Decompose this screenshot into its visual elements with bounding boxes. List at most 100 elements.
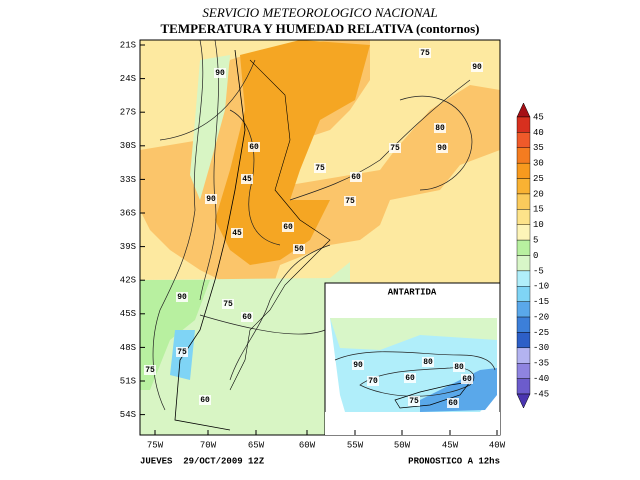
lat-label: 48S xyxy=(120,343,136,353)
contour-label: 75 xyxy=(390,144,400,153)
contour-label: 75 xyxy=(409,397,419,406)
colorbar-label: 0 xyxy=(533,251,538,261)
contour-label-bg xyxy=(389,143,401,153)
colorbar-label: 45 xyxy=(533,112,544,122)
contour-label-bg xyxy=(214,68,226,78)
contour-label-bg xyxy=(422,357,434,367)
contour-label-bg xyxy=(344,196,356,206)
lon-label: 40W xyxy=(489,440,506,450)
colorbar-arrow xyxy=(516,393,531,409)
colorbar-label: -25 xyxy=(533,328,549,338)
contour-label-bg xyxy=(314,163,326,173)
contour-label-bg xyxy=(434,123,446,133)
contour-label-bg xyxy=(144,365,156,375)
contour-label-bg xyxy=(436,143,448,153)
colorbar-cell xyxy=(516,286,531,302)
contour-label-bg xyxy=(367,376,379,386)
lon-label: 65W xyxy=(248,440,265,450)
contour-label-bg xyxy=(241,174,253,184)
contour-label-bg xyxy=(241,312,253,322)
colorbar-label: -10 xyxy=(533,282,549,292)
lat-label: 30S xyxy=(120,141,136,151)
contour-label-bg xyxy=(404,373,416,383)
contour-label: 70 xyxy=(368,377,378,386)
subtitle: TEMPERATURA Y HUMEDAD RELATIVA (contorno… xyxy=(161,21,480,36)
contour-label-bg xyxy=(352,360,364,370)
lon-label: 55W xyxy=(347,440,364,450)
contour-label-bg xyxy=(199,395,211,405)
contour-label: 50 xyxy=(294,245,304,254)
colorbar-cell xyxy=(516,270,531,287)
colorbar-cell xyxy=(516,378,531,395)
colorbar-cell xyxy=(516,347,531,364)
contour-label-bg xyxy=(231,228,243,238)
contour-label: 60 xyxy=(242,313,252,322)
colorbar-cell xyxy=(516,178,531,195)
contour-label: 60 xyxy=(448,399,458,408)
colorbar-cell xyxy=(516,363,531,379)
contour-label: 60 xyxy=(249,143,259,152)
contour-label-bg xyxy=(408,396,420,406)
contour-label: 75 xyxy=(315,164,325,173)
colorbar-arrow xyxy=(516,102,531,118)
colorbar-cell xyxy=(516,162,531,179)
colorbar-cell xyxy=(516,255,531,272)
colorbar-cell xyxy=(516,301,531,318)
lat-label: 33S xyxy=(120,175,136,185)
contour-label: 80 xyxy=(454,363,464,372)
lat-label: 39S xyxy=(120,242,136,252)
title: SERVICIO METEOROLOGICO NACIONAL xyxy=(202,5,437,20)
contour-label-bg xyxy=(461,374,473,384)
contour-label: 75 xyxy=(145,366,155,375)
contour-label: 75 xyxy=(345,197,355,206)
contour-label-bg xyxy=(447,398,459,408)
footer-date: JUEVES 29/OCT/2009 12Z xyxy=(140,456,264,466)
lat-label: 45S xyxy=(120,309,136,319)
colorbar-label: -20 xyxy=(533,312,549,322)
lat-label: 36S xyxy=(120,208,136,218)
contour-label-bg xyxy=(453,362,465,372)
colorbar-cell xyxy=(516,224,531,241)
contour-label-bg xyxy=(293,244,305,254)
lat-label: 42S xyxy=(120,276,136,286)
colorbar-label: 20 xyxy=(533,189,544,199)
contour-label-bg xyxy=(176,292,188,302)
contour-label: 60 xyxy=(405,374,415,383)
contour-label: 60 xyxy=(283,223,293,232)
footer-forecast: PRONOSTICO A 12hs xyxy=(408,456,500,466)
colorbar-cell xyxy=(516,132,531,148)
colorbar-cell xyxy=(516,332,531,349)
colorbar-cell xyxy=(516,193,531,210)
colorbar-cell xyxy=(516,316,531,333)
contour-label-bg xyxy=(350,172,362,182)
colorbar-label: -40 xyxy=(533,374,549,384)
contour-label: 90 xyxy=(472,63,482,72)
contour-label-bg xyxy=(176,347,188,357)
lon-label: 60W xyxy=(299,440,316,450)
colorbar-label: -5 xyxy=(533,266,544,276)
lat-label: 24S xyxy=(120,74,136,84)
contour-label: 45 xyxy=(232,229,242,238)
contour-label: 80 xyxy=(435,124,445,133)
colorbar-label: -15 xyxy=(533,297,549,307)
colorbar-cell xyxy=(516,209,531,225)
lon-label: 45W xyxy=(442,440,459,450)
contour-label: 90 xyxy=(177,293,187,302)
contour-label: 75 xyxy=(177,348,187,357)
contour-label-bg xyxy=(419,48,431,58)
colorbar-cell xyxy=(516,147,531,164)
lat-label: 27S xyxy=(120,108,136,118)
contour-label-bg xyxy=(471,62,483,72)
lat-label: 21S xyxy=(120,40,136,50)
lon-label: 70W xyxy=(200,440,217,450)
map-frame xyxy=(139,39,501,436)
contour-label: 45 xyxy=(242,175,252,184)
contour-label: 90 xyxy=(215,69,225,78)
inset xyxy=(324,282,501,436)
lon-label: 50W xyxy=(394,440,411,450)
contour-label: 75 xyxy=(223,300,233,309)
contour-label: 80 xyxy=(423,358,433,367)
contour-label: 60 xyxy=(351,173,361,182)
colorbar-cell xyxy=(516,116,531,133)
